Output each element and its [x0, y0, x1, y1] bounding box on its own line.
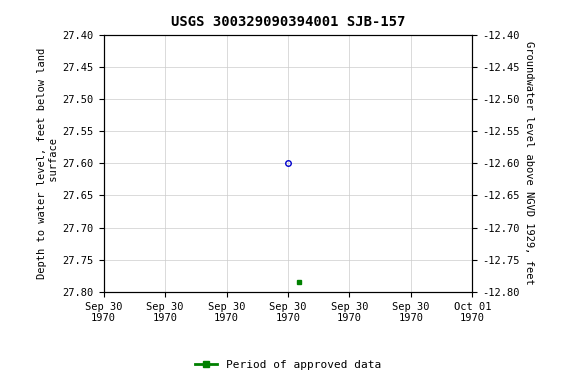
- Legend: Period of approved data: Period of approved data: [191, 356, 385, 375]
- Y-axis label: Depth to water level, feet below land
 surface: Depth to water level, feet below land su…: [37, 48, 59, 279]
- Y-axis label: Groundwater level above NGVD 1929, feet: Groundwater level above NGVD 1929, feet: [524, 41, 534, 285]
- Title: USGS 300329090394001 SJB-157: USGS 300329090394001 SJB-157: [170, 15, 406, 29]
